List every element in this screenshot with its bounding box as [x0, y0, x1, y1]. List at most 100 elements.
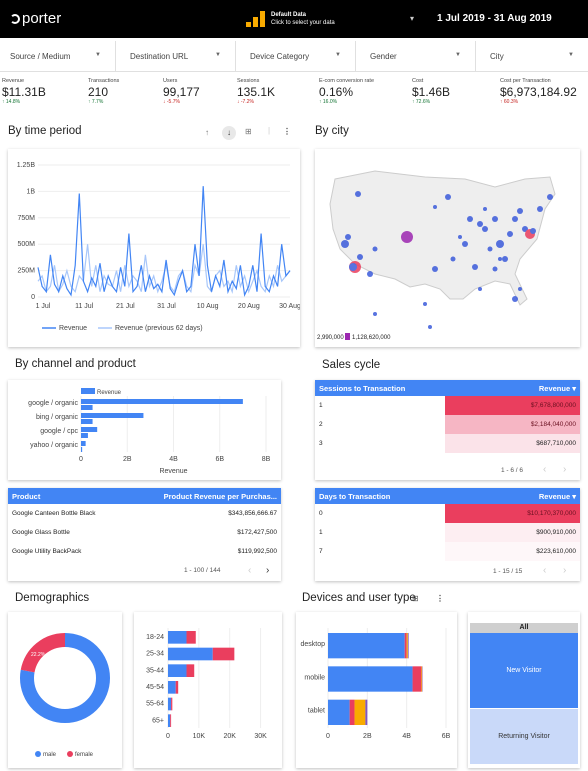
bar-male: [168, 631, 187, 644]
device-bar-chart[interactable]: 0 2B 4B 6B desktop mobile tablet: [296, 612, 457, 768]
arrow-down-icon[interactable]: ↓: [222, 126, 236, 140]
kpi-cost-per-transaction: Cost per Transaction $6,973,184.92 ↑ 60.3%: [500, 78, 577, 105]
category-label: tablet: [308, 708, 325, 715]
logo-text: porter: [22, 10, 62, 27]
y-tick-label: 750M: [17, 215, 35, 222]
x-tick-label: 11 Jul: [75, 303, 94, 310]
next-page-icon[interactable]: ›: [563, 464, 567, 475]
y-tick-label: 0: [31, 294, 35, 301]
bar-female: [171, 697, 173, 711]
section-title-demographics: Demographics: [15, 592, 90, 604]
datasource-title: Default Data: [271, 12, 307, 18]
table-header: Sessions to Transaction Revenue ▾: [315, 380, 580, 396]
x-tick-label: 21 Jul: [116, 303, 135, 310]
col-sessions-header[interactable]: Sessions to Transaction: [319, 383, 406, 393]
treemap-returning-visitor[interactable]: Returning Visitor: [470, 709, 578, 764]
prev-page-icon[interactable]: ‹: [543, 565, 547, 576]
us-landmass: [329, 170, 556, 306]
device-bar-card: 0 2B 4B 6B desktop mobile tablet: [296, 612, 457, 768]
us-map[interactable]: [315, 149, 580, 347]
bar: [81, 433, 88, 438]
table-row[interactable]: Google Canteen Bottle Black $343,856,666.…: [12, 510, 277, 517]
legend-label: Revenue (previous 62 days): [115, 325, 203, 332]
donut-slice-female: [20, 633, 110, 723]
table-row[interactable]: 3 $687,710,000: [315, 434, 580, 453]
drill-icon[interactable]: ⊞: [245, 127, 252, 136]
gender-donut-chart[interactable]: 77.8% 22.2% male female: [8, 612, 122, 768]
channel-bar-chart[interactable]: 0 2B 4B 6B 8B Revenue Revenue google / organic b…: [8, 380, 281, 480]
bar-segment: [328, 633, 405, 659]
x-tick-label: 10 Aug: [197, 303, 219, 310]
x-tick-label: 31 Jul: [157, 303, 176, 310]
more-options-icon[interactable]: ⋮: [283, 127, 291, 136]
x-tick-label: 10K: [193, 733, 206, 740]
datasource-picker[interactable]: Default Data Click to select your data: [246, 9, 335, 27]
pager-text: 1 - 15 / 15: [493, 568, 523, 575]
channel-bar-card: 0 2B 4B 6B 8B Revenue Revenue google / organic b…: [8, 380, 281, 480]
prev-page-icon[interactable]: ‹: [543, 464, 547, 475]
table-row[interactable]: 7 $223,610,000: [315, 542, 580, 561]
x-tick-label: 30K: [254, 733, 267, 740]
arrow-up-icon[interactable]: ↑: [205, 128, 209, 137]
slice-label: 77.8%: [103, 702, 118, 708]
table-row[interactable]: Google Glass Bottle $172,427,500: [12, 529, 277, 536]
section-title-city: By city: [315, 125, 349, 137]
date-dropdown-icon[interactable]: ▾: [410, 14, 415, 23]
age-bar-chart[interactable]: 0 10K 20K 30K 18-24 25-34 35-44 45-54 55-64 65+: [134, 612, 282, 768]
filter-gender[interactable]: Gender ▼: [360, 41, 476, 71]
kpi-revenue: Revenue $11.31B ↑ 14.8%: [2, 78, 46, 105]
chevron-down-icon: ▼: [455, 52, 461, 58]
pager-text: 1 - 6 / 6: [501, 467, 524, 474]
x-tick-label: 20K: [223, 733, 236, 740]
x-tick-label: 6B: [442, 733, 451, 740]
category-label: bing / organic: [36, 414, 79, 421]
porter-logo: porter: [10, 10, 61, 27]
col-revenue-header[interactable]: Revenue ▾: [538, 383, 576, 393]
bar-male: [168, 681, 176, 694]
sessions-table-card: Sessions to Transaction Revenue ▾ 1 $7,678…: [315, 380, 580, 480]
table-row[interactable]: 2 $2,184,040,000: [315, 415, 580, 434]
col-revenue-per-purchase-header[interactable]: Product Revenue per Purchas...: [163, 491, 277, 501]
filter-destination-url[interactable]: Destination URL ▼: [120, 41, 236, 71]
bar-female: [170, 714, 172, 727]
bar-female: [212, 647, 235, 661]
top-bar: porter Default Data Click to select your …: [0, 0, 588, 38]
bar-male: [168, 697, 172, 711]
more-options-icon[interactable]: ⋮: [436, 594, 444, 603]
user-type-treemap-card: All New Visitor Returning Visitor: [468, 612, 580, 768]
x-tick-label: 20 Aug: [238, 303, 260, 310]
filter-device-category[interactable]: Device Category ▼: [240, 41, 356, 71]
col-product-header[interactable]: Product: [12, 491, 41, 501]
filter-source-medium[interactable]: Source / Medium ▼: [0, 41, 116, 71]
time-series-chart[interactable]: 0 250M 500M 750M 1B 1.25B 1 Jul 11 Jul 21 Jul 31 …: [8, 149, 300, 347]
next-page-icon[interactable]: ›: [266, 565, 270, 576]
product-table-card: Product Product Revenue per Purchas... Go…: [8, 488, 281, 581]
treemap-header: All: [470, 623, 578, 633]
category-label: 35-44: [146, 667, 164, 674]
table-row[interactable]: Google Utility BackPack $119,992,500: [12, 548, 277, 555]
legend-label: Revenue: [97, 390, 122, 396]
table-row[interactable]: 0 $10,170,370,000: [315, 504, 580, 523]
bar-female: [175, 681, 179, 694]
analytics-icon: [246, 9, 267, 27]
x-tick-label: 0: [326, 733, 330, 740]
drill-icon[interactable]: ⊞: [412, 594, 419, 603]
kpi-transactions: Transactions 210 ↑ 7.7%: [88, 78, 120, 105]
filter-city[interactable]: City ▼: [490, 52, 574, 61]
y-tick-label: 500M: [17, 241, 35, 248]
x-tick-label: 30 Aug: [279, 303, 300, 310]
table-row[interactable]: 1 $7,678,800,000: [315, 396, 580, 415]
x-tick-label: 6B: [215, 456, 224, 463]
col-revenue-header[interactable]: Revenue ▾: [538, 491, 576, 501]
treemap-new-visitor[interactable]: New Visitor: [470, 633, 578, 708]
x-tick-label: 1 Jul: [36, 303, 51, 310]
x-tick-label: 2B: [123, 456, 132, 463]
datasource-subtitle: Click to select your data: [271, 20, 335, 26]
kpi-cost: Cost $1.46B ↑ 72.6%: [412, 78, 451, 105]
table-row[interactable]: 1 $900,910,000: [315, 523, 580, 542]
col-days-header[interactable]: Days to Transaction: [319, 491, 391, 501]
city-map-card: 2,990,000 1,128,620,000: [315, 149, 580, 347]
next-page-icon[interactable]: ›: [563, 565, 567, 576]
prev-page-icon[interactable]: ‹: [248, 565, 252, 576]
date-range[interactable]: 1 Jul 2019 - 31 Aug 2019: [437, 13, 552, 24]
